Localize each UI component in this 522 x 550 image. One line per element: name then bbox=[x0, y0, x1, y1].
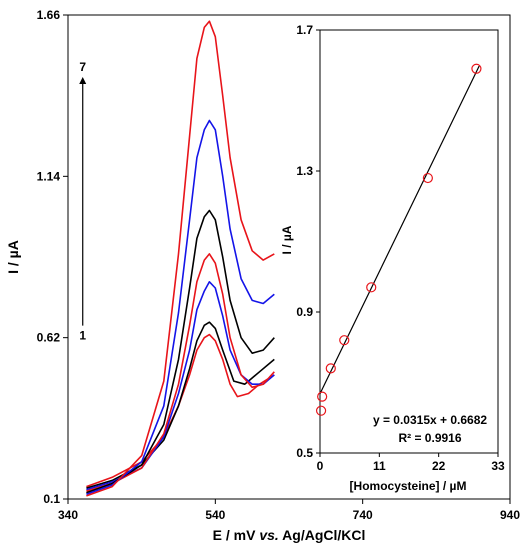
calibration-point-6 bbox=[422, 172, 433, 184]
trend-arrow-start-label: 1 bbox=[79, 329, 86, 343]
main-x-tick-label-2: 740 bbox=[353, 508, 373, 522]
inset-x-tick-label-2: 22 bbox=[432, 459, 446, 473]
inset-y-tick-label-2: 1.3 bbox=[296, 164, 313, 178]
main-x-tick-label-3: 940 bbox=[500, 508, 520, 522]
inset-x-axis-title: [Homocysteine] / µM bbox=[350, 479, 467, 493]
voltammogram-7 bbox=[86, 20, 275, 497]
calibration-fit-line bbox=[319, 65, 480, 394]
main-x-tick-label-1: 540 bbox=[205, 508, 225, 522]
voltammogram-6 bbox=[86, 119, 275, 496]
main-y-tick-label-0: 0.1 bbox=[43, 492, 60, 506]
main-y-tick-label-3: 1.66 bbox=[37, 8, 61, 22]
voltammogram-1 bbox=[86, 333, 275, 488]
calibration-point-4 bbox=[339, 335, 350, 346]
calibration-point-1 bbox=[315, 405, 327, 416]
voltammogram-5 bbox=[86, 209, 275, 494]
calibration-point-2 bbox=[317, 391, 328, 402]
inset-plot-frame bbox=[319, 29, 499, 454]
main-y-tick-label-1: 0.62 bbox=[37, 331, 61, 345]
calibration-point-3 bbox=[325, 363, 336, 374]
calibration-point-5 bbox=[366, 282, 377, 293]
main-x-axis-title: E / mV vs. Ag/AgCl/KCl bbox=[213, 527, 366, 543]
fit-equation: y = 0.0315x + 0.6682 bbox=[373, 413, 487, 427]
inset-x-tick-label-1: 11 bbox=[373, 459, 386, 473]
trend-arrow-end-label: 7 bbox=[79, 60, 86, 74]
calibration-point-7 bbox=[471, 63, 482, 74]
inset-ticks: 0 11 22 33 0.5 0.9 1.3 1.7 bbox=[296, 23, 505, 473]
main-x-tick-label-0: 340 bbox=[58, 508, 78, 522]
main-y-axis-title: I / µA bbox=[5, 240, 21, 274]
main-y-tick-label-2: 1.14 bbox=[37, 169, 61, 183]
inset-y-axis-title: I / µA bbox=[280, 225, 294, 254]
inset-x-tick-label-0: 0 bbox=[317, 459, 324, 473]
fit-r-squared: R² = 0.9916 bbox=[398, 431, 461, 445]
trend-arrow-head bbox=[79, 77, 87, 85]
inset-y-tick-label-3: 1.7 bbox=[296, 23, 313, 37]
inset-content bbox=[315, 63, 482, 416]
main-arrow: 17 bbox=[79, 60, 86, 343]
main-ticks: 340 540 740 940 0.1 0.62 1.14 1.66 bbox=[37, 8, 521, 522]
main-series bbox=[86, 20, 275, 497]
voltammogram-4 bbox=[86, 253, 275, 492]
voltammogram-3 bbox=[86, 281, 275, 491]
inset-y-tick-label-0: 0.5 bbox=[296, 446, 313, 460]
inset-x-tick-label-3: 33 bbox=[491, 459, 505, 473]
inset-y-tick-label-1: 0.9 bbox=[296, 305, 313, 319]
